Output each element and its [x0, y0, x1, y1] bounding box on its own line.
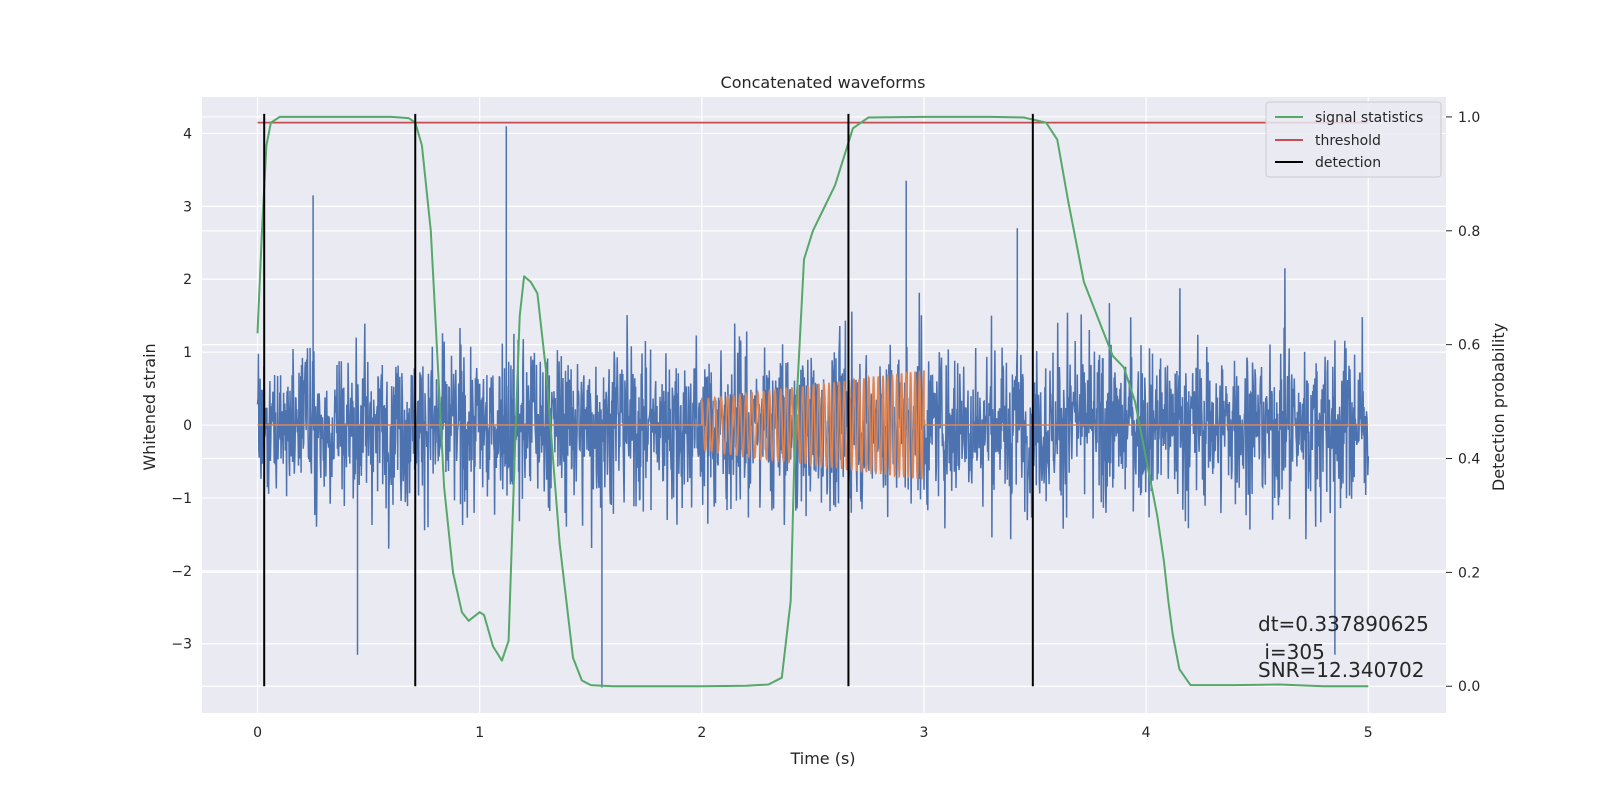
annotation-dt: dt=0.337890625	[1258, 612, 1429, 636]
x-tick-label: 4	[1142, 725, 1151, 741]
x-tick-label: 1	[475, 725, 484, 741]
y-axis-label: Whitened strain	[140, 343, 159, 470]
injected-chirp-series	[257, 370, 1369, 480]
legend-box	[1265, 101, 1442, 178]
y-tick-label: −2	[171, 564, 192, 580]
annotation-snr: SNR=12.340702	[1258, 658, 1424, 682]
x-tick-label: 3	[920, 725, 929, 741]
y-right-tick-label: 1.0	[1458, 110, 1480, 126]
annotation-index: i=305	[1258, 640, 1325, 664]
x-tick-label: 2	[697, 725, 706, 741]
legend-label-detection: detection	[1315, 155, 1381, 171]
y-tick-label: 3	[183, 199, 192, 215]
y-tick-label: −3	[171, 637, 192, 653]
y-right-tick-label: 0.0	[1458, 679, 1480, 695]
y-right-tick-label: 0.6	[1458, 338, 1480, 354]
y-tick-label: 2	[183, 272, 192, 288]
y-tick-label: 0	[183, 418, 192, 434]
legend-label-threshold: threshold	[1315, 133, 1381, 149]
y-right-tick-label: 0.4	[1458, 452, 1480, 468]
y-axis-label-right: Detection probability	[1489, 323, 1508, 491]
legend-label-signal-statistics: signal statistics	[1315, 110, 1423, 126]
chart-title: Concatenated waveforms	[721, 73, 926, 92]
y-right-tick-label: 0.2	[1458, 565, 1480, 581]
ticks: 0 1 2 3 4 5 −3 −2 −1 0 1 2 3 4 0.0 0.2 0.4 0.6 0.8 1.0	[171, 110, 1480, 741]
x-tick-label: 5	[1364, 725, 1373, 741]
x-tick-label: 0	[253, 725, 262, 741]
legend: signal statistics threshold detection	[1265, 101, 1442, 178]
y-tick-label: 4	[183, 126, 192, 142]
plot-marks	[256, 113, 1370, 688]
y-tick-label: −1	[171, 491, 192, 507]
whitened-strain-series	[256, 126, 1370, 688]
y-tick-label: 1	[183, 345, 192, 361]
x-axis-label: Time (s)	[789, 749, 855, 768]
y-right-tick-label: 0.8	[1458, 224, 1480, 240]
signal-statistics-series	[256, 115, 1369, 688]
